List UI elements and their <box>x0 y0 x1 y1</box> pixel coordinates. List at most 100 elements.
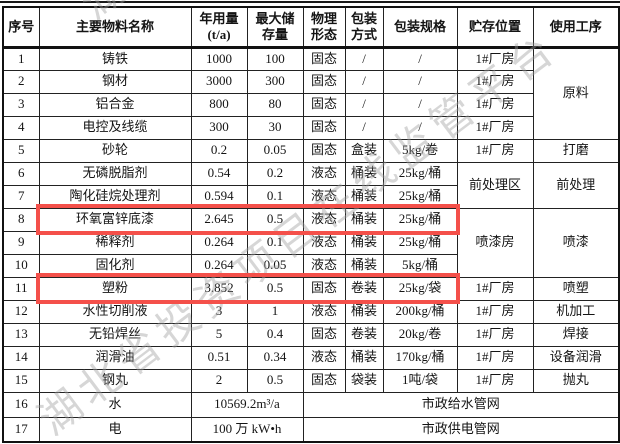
table-cell: 300 <box>190 115 248 140</box>
table-cell: 0.2 <box>246 161 304 186</box>
column-header-annual-usage: 年用量 (t/a) <box>190 6 248 49</box>
table-cell: 0.594 <box>190 184 248 209</box>
table-row: 4 电控及线缆 300 30 固态 //1#厂房 <box>2 115 619 140</box>
table-row: 6 无磷脱脂剂 0.54 0.2 液态 桶装 25kg/桶 前处理区 前处理 <box>2 161 620 209</box>
table-row: 1 铸铁 1000 100 固态 //1#厂房 原料 <box>2 46 620 140</box>
table-cell: 1#厂房 <box>456 46 534 71</box>
table-row: 12 水性切削液 3 1 液态 桶装 200kg/桶 1#厂房 机加工 <box>2 299 620 324</box>
table-cell: 0.264 <box>190 253 248 278</box>
table-cell: 前处理区 <box>456 161 534 209</box>
table-cell: 桶装 <box>344 207 384 232</box>
table-cell: 25kg/桶 <box>382 161 458 186</box>
table-cell: 0.54 <box>190 161 248 186</box>
table-row: 16 水 10569.2m³/a 市政给水管网 <box>2 391 620 418</box>
table-cell: 200kg/桶 <box>382 299 458 324</box>
materials-table-container: 序号 主要物料名称 年用量 (t/a) 最大储 存量 物理 形态 包装 方式 包装规格 贮存位… <box>2 6 620 443</box>
table-cell: 1#厂房 <box>456 276 534 301</box>
table-cell: 液态 <box>302 299 346 324</box>
column-header-packing-method: 包装 方式 <box>344 6 384 49</box>
table-cell: 100 <box>246 46 304 71</box>
table-cell: 水 <box>38 391 192 418</box>
table-cell: 5kg/桶 <box>382 253 458 278</box>
table-cell: 9 <box>2 230 40 255</box>
table-cell: 15 <box>2 368 40 393</box>
table-cell: 20kg/卷 <box>382 322 458 347</box>
table-body: 1 铸铁 1000 100 固态 //1#厂房 原料 2 钢材 3000 300 固态 //1#厂房 3 铝… <box>2 46 620 443</box>
table-cell: 喷塑 <box>532 276 620 301</box>
table-row: 3 铝合金 800 80 固态 //1#厂房 <box>2 92 619 117</box>
table-cell: 盒装 <box>344 138 384 163</box>
table-cell: 无铅焊丝 <box>38 322 192 347</box>
table-cell: 5kg/卷 <box>382 138 458 163</box>
table-cell: 市政供电管网 <box>302 416 620 443</box>
table-cell: 电控及线缆 <box>38 115 192 140</box>
table-cell: 4 <box>2 115 40 140</box>
column-header-process: 使用工序 <box>532 6 620 49</box>
table-cell: 80 <box>246 92 304 117</box>
table-cell: 市政给水管网 <box>302 391 620 418</box>
column-header-storage-location: 贮存位置 <box>456 6 534 49</box>
table-cell: 6 <box>2 161 40 186</box>
table-cell: 焊接 <box>532 322 620 347</box>
table-cell: 3.852 <box>190 276 248 301</box>
table-cell: 液态 <box>302 184 346 209</box>
table-cell: 170kg/桶 <box>382 345 458 370</box>
table-cell: 14 <box>2 345 40 370</box>
table-cell: 液态 <box>302 345 346 370</box>
table-cell: 润滑油 <box>38 345 192 370</box>
table-cell: 1#厂房 <box>456 368 534 393</box>
table-cell: 10 <box>2 253 40 278</box>
table-cell: 8 <box>2 207 40 232</box>
table-cell: 砂轮 <box>38 138 192 163</box>
table-cell: 12 <box>2 299 40 324</box>
table-row: 15 钢丸 2 0.5 固态 袋装 1吨/袋 1#厂房 抛丸 <box>2 368 620 393</box>
table-cell: 卷装 <box>344 276 384 301</box>
table-cell: 1#厂房 <box>456 69 534 94</box>
table-cell: 固态 <box>302 115 346 140</box>
table-row: 5 砂轮 0.2 0.05 固态 盒装 5kg/卷 1#厂房 打磨 <box>2 138 620 163</box>
table-cell: 固化剂 <box>38 253 192 278</box>
table-cell: 1 <box>246 299 304 324</box>
table-cell: 0.51 <box>190 345 248 370</box>
column-header-physical-form: 物理 形态 <box>302 6 346 49</box>
table-cell: / <box>382 92 458 117</box>
table-cell: 1000 <box>190 46 248 71</box>
table-cell: 3 <box>2 92 40 117</box>
table-cell: 前处理 <box>532 161 620 209</box>
table-cell: 固态 <box>302 46 346 71</box>
table-cell: / <box>344 69 384 94</box>
table-cell: 1 <box>2 46 40 71</box>
table-header-row: 序号 主要物料名称 年用量 (t/a) 最大储 存量 物理 形态 包装 方式 包装规格 贮存位… <box>2 6 620 49</box>
table-cell: 桶装 <box>344 184 384 209</box>
table-cell: 25kg/桶 <box>382 207 458 232</box>
table-cell: 3 <box>190 299 248 324</box>
table-cell: 5 <box>190 322 248 347</box>
table-cell: 电 <box>38 416 192 443</box>
table-cell: 10569.2m³/a <box>190 391 304 418</box>
table-cell: / <box>382 46 458 71</box>
table-cell: 0.264 <box>190 230 248 255</box>
table-cell: 桶装 <box>344 253 384 278</box>
table-cell: 环氧富锌底漆 <box>38 207 192 232</box>
table-cell: 水性切削液 <box>38 299 192 324</box>
table-cell: 喷漆房 <box>456 207 534 278</box>
table-row: 11 塑粉 3.852 0.5 固态 卷装 25kg/袋 1#厂房 喷塑 <box>2 276 620 301</box>
column-header-max-storage: 最大储 存量 <box>246 6 304 49</box>
table-cell: 固态 <box>302 138 346 163</box>
table-cell: / <box>344 115 384 140</box>
column-header-packing-spec: 包装规格 <box>382 6 458 49</box>
table-row: 2 钢材 3000 300 固态 //1#厂房 <box>2 69 619 94</box>
table-cell: 17 <box>2 416 40 443</box>
table-cell: 25kg/桶 <box>382 184 458 209</box>
table-cell: 16 <box>2 391 40 418</box>
table-cell: 铸铁 <box>38 46 192 71</box>
table-cell: 1#厂房 <box>456 345 534 370</box>
table-cell: 1#厂房 <box>456 115 534 140</box>
table-cell: 设备润滑 <box>532 345 620 370</box>
materials-table: 序号 主要物料名称 年用量 (t/a) 最大储 存量 物理 形态 包装 方式 包装规格 贮存位… <box>2 6 620 443</box>
table-cell: 固态 <box>302 69 346 94</box>
table-cell: 1#厂房 <box>456 138 534 163</box>
table-cell: 袋装 <box>344 368 384 393</box>
table-cell: 1#厂房 <box>456 322 534 347</box>
table-cell: 原料 <box>532 46 620 140</box>
